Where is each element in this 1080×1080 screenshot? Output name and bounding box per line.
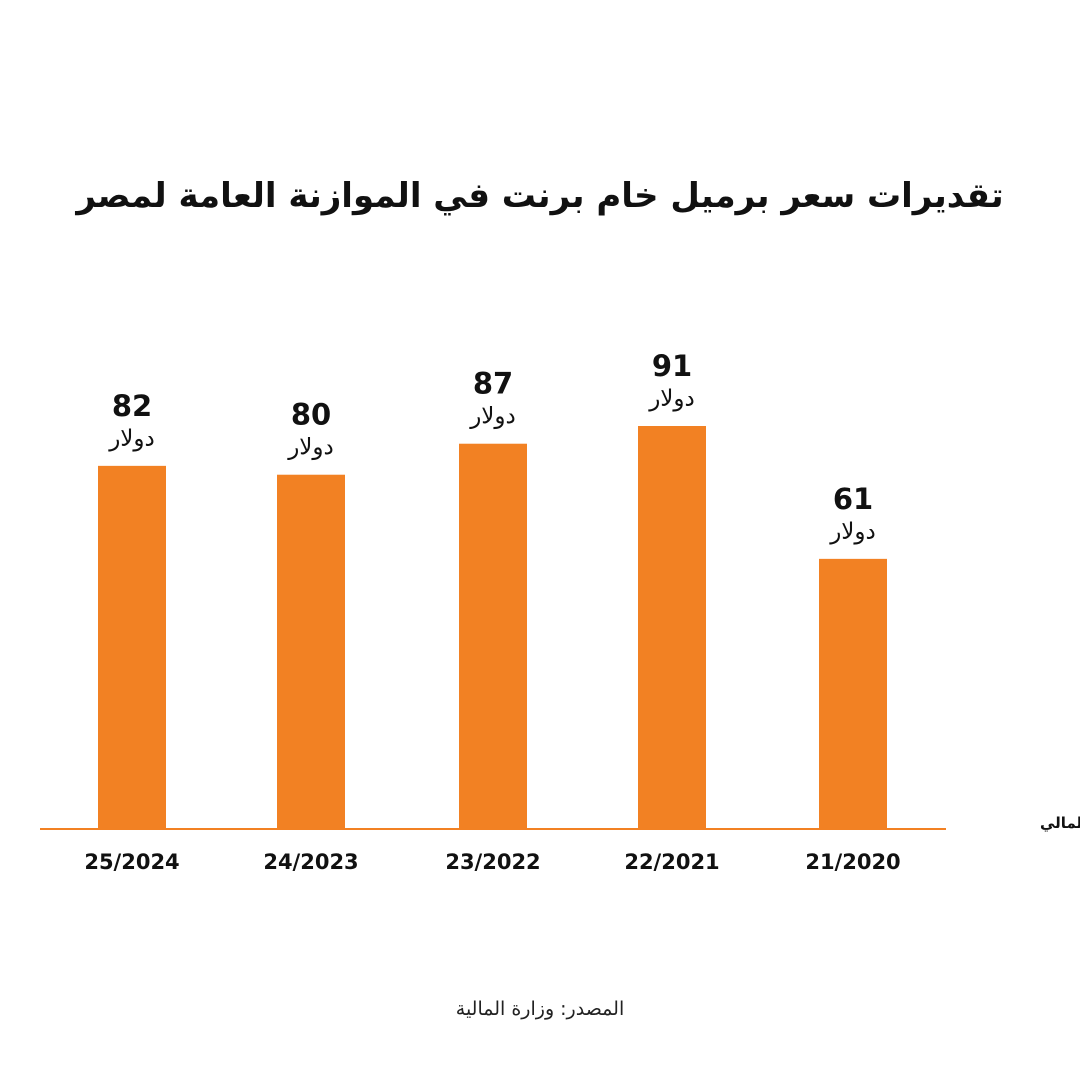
value-label: 82 [112, 389, 152, 423]
value-unit-label: دولار [108, 426, 155, 452]
value-label: 80 [291, 398, 331, 432]
chart-title: تقديرات سعر برميل خام برنت في الموازنة ا… [76, 176, 1004, 216]
x-tick-label: 21/2020 [805, 850, 900, 874]
value-label: 87 [473, 367, 513, 401]
x-tick-label: 24/2023 [263, 850, 358, 874]
value-labels-group: 82 دولار 80 دولار 87 دولار 91 دولار 61 دولار [108, 349, 876, 545]
x-tick-label: 25/2024 [84, 850, 179, 874]
bar-23-2022 [459, 443, 527, 829]
x-axis-label: العام المالي [1040, 814, 1080, 832]
bars-group [98, 426, 887, 829]
source-note: المصدر: وزارة المالية [455, 998, 625, 1020]
value-unit-label: دولار [829, 519, 876, 545]
bar-22-2021 [638, 426, 706, 829]
x-tick-label: 23/2022 [445, 850, 540, 874]
x-tick-label: 22/2021 [624, 850, 719, 874]
value-label: 91 [652, 349, 692, 383]
bar-21-2020 [819, 558, 887, 829]
x-tick-labels-group: 25/2024 24/2023 23/2022 22/2021 21/2020 [84, 850, 900, 874]
value-unit-label: دولار [469, 404, 516, 430]
value-unit-label: دولار [287, 435, 334, 461]
value-unit-label: دولار [648, 386, 695, 412]
bar-24-2023 [277, 474, 345, 829]
value-label: 61 [833, 482, 873, 516]
bar-25-2024 [98, 465, 166, 829]
